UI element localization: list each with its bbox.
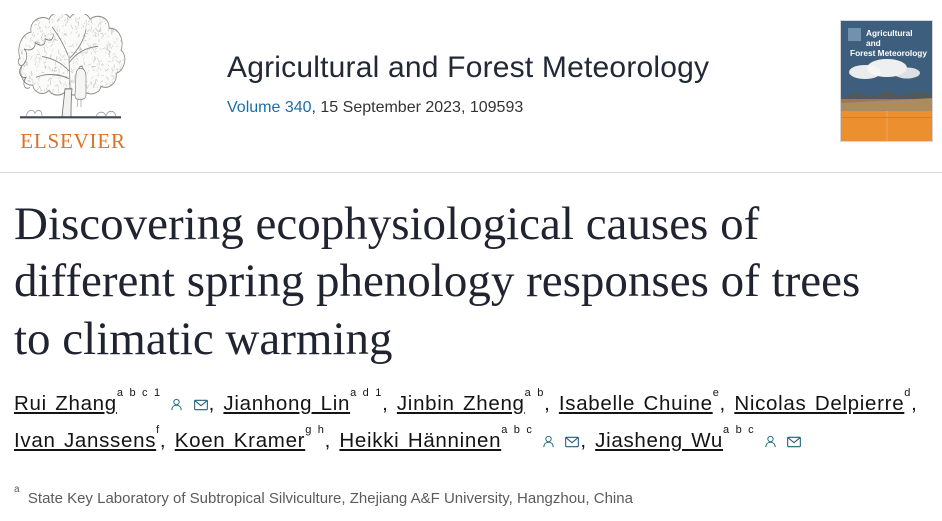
svg-text:Forest Meteorology: Forest Meteorology xyxy=(850,48,927,58)
svg-text:Agricultural: Agricultural xyxy=(866,28,913,38)
svg-text:and: and xyxy=(866,38,881,48)
